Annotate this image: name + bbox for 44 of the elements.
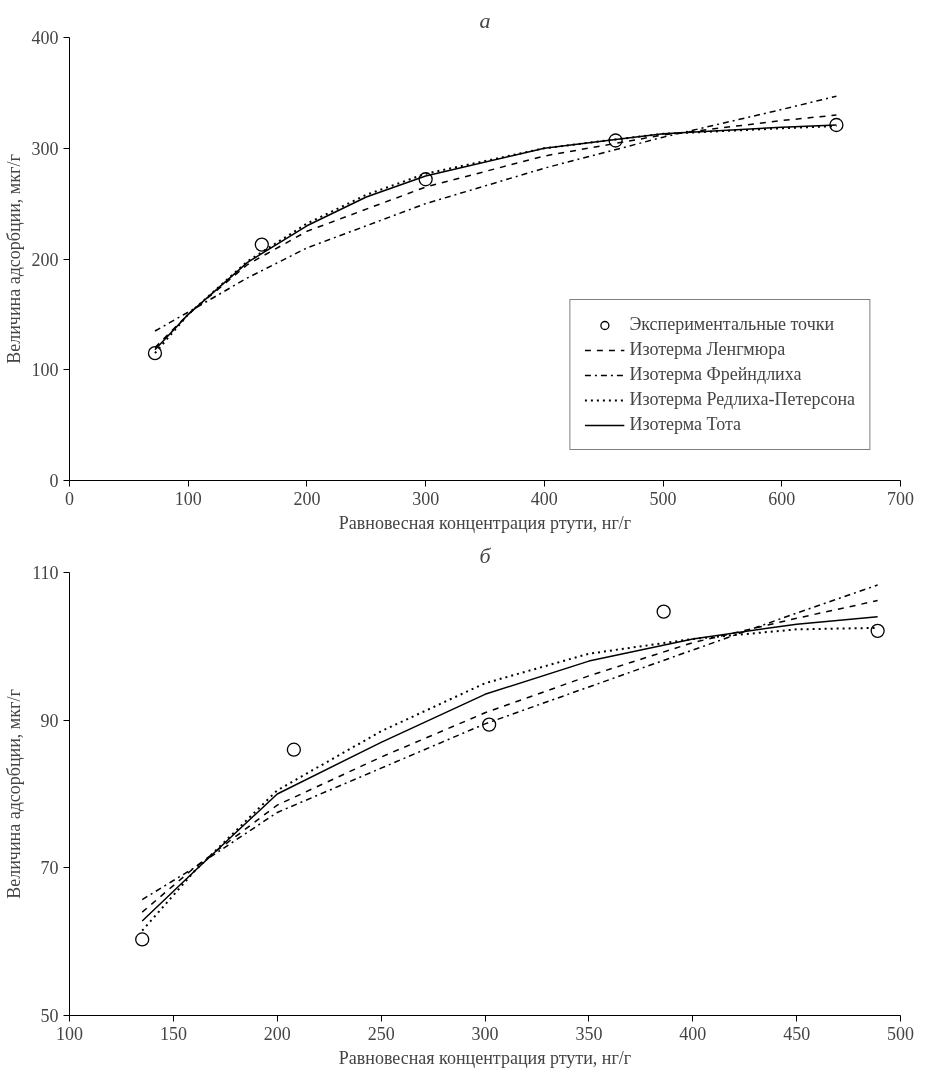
point	[870, 623, 885, 638]
point	[286, 742, 302, 757]
x-tick-label: 100	[56, 1023, 83, 1044]
y-tick-label: 0	[49, 471, 59, 491]
x-tick-label: 700	[887, 488, 914, 509]
x-tick-label: 300	[412, 488, 440, 509]
x-tick-label: 350	[575, 1023, 603, 1044]
x-tick-label: 300	[471, 1023, 499, 1044]
x-tick-label: 150	[159, 1023, 187, 1044]
chart-title: а	[479, 7, 491, 33]
y-tick-label: 50	[40, 1006, 59, 1026]
x-tick-label: 500	[649, 488, 677, 509]
point	[482, 717, 497, 732]
legend-label: Изотерма Редлиха-Петерсона	[629, 389, 855, 410]
y-tick-label: 300	[31, 138, 59, 159]
legend-label: Изотерма Тота	[629, 414, 741, 435]
point	[254, 237, 269, 252]
y-tick-label: 200	[31, 249, 59, 270]
legend-label: Изотерма Фрейндлиха	[629, 364, 802, 385]
y-tick-label: 90	[40, 710, 59, 731]
x-axis-title: Равновесная концентрация ртути, нг/г	[338, 512, 632, 533]
legend-label: Изотерма Ленгмюра	[629, 339, 786, 360]
point	[135, 932, 150, 947]
x-tick-label: 400	[679, 1023, 707, 1044]
x-tick-label: 100	[174, 488, 202, 509]
x-tick-label: 400	[530, 488, 558, 509]
chart-title: б	[479, 542, 492, 568]
point	[147, 346, 163, 361]
x-tick-label: 600	[768, 488, 796, 509]
y-tick-label: 70	[40, 858, 59, 879]
x-tick-label: 500	[887, 1023, 914, 1044]
x-tick-label: 0	[65, 488, 74, 509]
x-tick-label: 250	[367, 1023, 395, 1044]
y-tick-label: 400	[31, 28, 59, 48]
x-tick-label: 450	[783, 1023, 811, 1044]
y-tick-label: 100	[31, 360, 59, 381]
y-axis-title: Величина адсорбции, мкг/г	[3, 154, 24, 364]
legend-label: Экспериментальные точки	[629, 314, 835, 335]
x-axis-title: Равновесная концентрация ртути, нг/г	[338, 1047, 632, 1068]
y-axis-title: Величина адсорбции, мкг/г	[4, 689, 25, 899]
x-tick-label: 200	[263, 1023, 291, 1044]
point	[656, 604, 671, 619]
x-tick-label: 200	[293, 488, 321, 509]
y-tick-label: 110	[32, 563, 59, 583]
